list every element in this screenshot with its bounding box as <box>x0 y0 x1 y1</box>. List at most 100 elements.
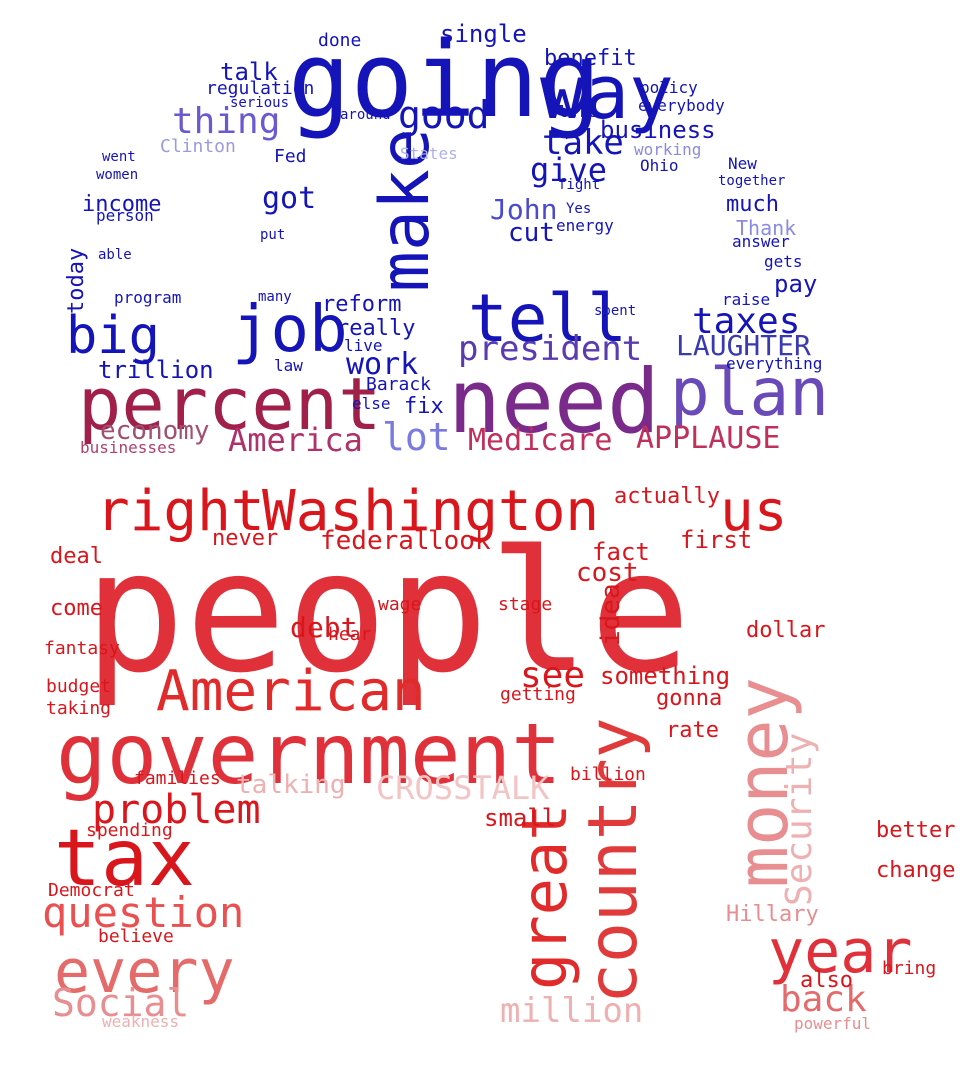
word-fed: Fed <box>274 146 307 167</box>
word-went: went <box>102 149 136 165</box>
word-every: every <box>54 937 235 1007</box>
word-yes: Yes <box>566 201 592 217</box>
word-thing: thing <box>172 101 281 142</box>
word-spending: spending <box>86 820 173 841</box>
word-social: Social <box>52 981 190 1025</box>
word-states: States <box>400 144 458 163</box>
word-president: president <box>458 329 643 369</box>
word-ohio: Ohio <box>640 156 679 175</box>
word-getting: getting <box>500 684 576 705</box>
word-wage: wage <box>378 594 422 615</box>
word-around: around <box>340 107 391 123</box>
word-families: families <box>134 768 221 789</box>
word-powerful: powerful <box>794 1014 872 1033</box>
word-bring: bring <box>882 958 937 979</box>
word-gonna: gonna <box>656 686 723 711</box>
word-government: government <box>56 705 562 803</box>
word-answer: answer <box>732 232 790 251</box>
word-lot: lot <box>382 415 451 459</box>
word-benefit: benefit <box>544 46 637 71</box>
word-need: need <box>448 350 660 453</box>
word-america: America <box>228 421 363 459</box>
word-businesses: businesses <box>80 438 177 457</box>
word-crosstalk: CROSSTALK <box>376 769 550 807</box>
word-come: come <box>50 596 103 621</box>
word-tax: tax <box>54 814 195 904</box>
word-fight: fight <box>558 177 601 193</box>
word-cost: cost <box>576 558 639 588</box>
word-fix: fix <box>404 394 444 419</box>
word-better: better <box>876 818 956 843</box>
word-tell: tell <box>468 280 627 357</box>
word-thank: Thank <box>736 216 797 240</box>
word-believe: believe <box>98 926 174 947</box>
word-john: John <box>490 193 558 226</box>
word-hear: hear <box>328 624 372 645</box>
word-fantasy: fantasy <box>44 638 120 659</box>
word-washington: Washington <box>262 479 600 544</box>
word-good: good <box>398 93 490 137</box>
word-take: take <box>542 123 624 163</box>
word-reform: reform <box>322 292 402 317</box>
word-serious: serious <box>230 95 290 111</box>
word-talk: talk <box>220 58 278 86</box>
word-job: job <box>232 293 348 367</box>
word-big: big <box>66 306 160 366</box>
word-question: question <box>42 888 245 937</box>
word-laughter: LAUGHTER <box>676 329 811 362</box>
word-democrat: Democrat <box>48 880 135 901</box>
word-plan: plan <box>670 354 829 431</box>
word-percent: percent <box>78 362 382 446</box>
word-dollar: dollar <box>746 618 826 643</box>
word-person: person <box>96 206 154 225</box>
word-spent: spent <box>594 303 637 319</box>
word-american: American <box>156 659 426 724</box>
word-budget: budget <box>46 676 112 697</box>
word-got: got <box>262 181 317 216</box>
word-country: country <box>574 717 653 1004</box>
word-stage: stage <box>498 594 553 615</box>
word-taxes: taxes <box>692 301 801 342</box>
word-everybody: everybody <box>638 96 725 115</box>
word-women: women <box>96 167 139 183</box>
word-business: business <box>600 116 716 144</box>
word-back: back <box>780 979 867 1020</box>
word-trillion: trillion <box>98 356 214 384</box>
word-applause: APPLAUSE <box>636 421 781 456</box>
word-hillary: Hillary <box>726 902 819 927</box>
word-raise: raise <box>722 290 771 309</box>
word-way: way <box>540 50 674 136</box>
word-deal: deal <box>50 544 103 569</box>
word-work: work <box>346 347 419 382</box>
word-cut: cut <box>508 218 555 248</box>
word-million: million <box>500 991 644 1031</box>
word-law: law <box>274 356 303 375</box>
word-year: year <box>768 917 913 987</box>
word-barack: Barack <box>366 374 432 395</box>
word-able: able <box>98 247 132 263</box>
word-working: working <box>634 140 702 159</box>
word-clinton: Clinton <box>160 136 236 157</box>
word-regulation: regulation <box>206 78 315 99</box>
word-together: together <box>718 173 786 189</box>
word-live: live <box>344 336 383 355</box>
word-idea: idea <box>596 583 626 646</box>
word-first: first <box>680 526 753 554</box>
word-talking: talking <box>236 770 346 800</box>
word-look: look <box>428 526 491 556</box>
word-income: income <box>82 192 162 217</box>
word-people: people <box>84 514 691 710</box>
word-fact: fact <box>592 538 650 566</box>
word-billion: billion <box>570 764 646 785</box>
word-else: else <box>352 394 391 413</box>
word-federal: federal <box>320 526 430 556</box>
word-policy: policy <box>640 78 698 97</box>
word-really: really <box>336 316 416 341</box>
word-also: also <box>800 968 853 993</box>
word-pay: pay <box>774 270 818 298</box>
word-done: done <box>318 30 362 51</box>
word-us: us <box>720 479 788 544</box>
word-many: many <box>258 289 292 305</box>
word-taking: taking <box>46 698 112 719</box>
